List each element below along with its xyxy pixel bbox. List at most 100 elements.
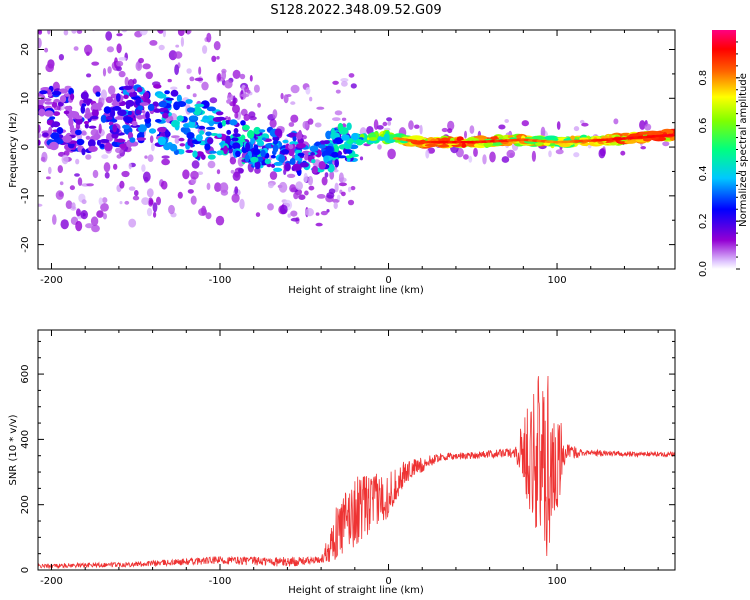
heatmap-cell — [149, 40, 158, 46]
heatmap-cell — [145, 111, 150, 120]
heatmap-cell — [141, 197, 150, 206]
heatmap-cell — [98, 197, 103, 206]
heatmap-cell — [325, 145, 333, 155]
heatmap-cell — [666, 133, 675, 137]
heatmap-cell — [108, 121, 114, 126]
heatmap-cell — [43, 12, 48, 22]
heatmap-cell — [202, 45, 208, 54]
snr-x-tick-label: -200 — [40, 576, 63, 587]
heatmap-cell — [116, 43, 122, 54]
heatmap-cell — [165, 97, 174, 101]
heatmap-cell — [51, 121, 61, 128]
heatmap-cell — [305, 208, 314, 217]
heatmap-cell — [639, 120, 646, 130]
heatmap-cell — [644, 123, 652, 131]
heatmap-cell — [334, 182, 339, 193]
heatmap-cell — [333, 169, 339, 173]
heatmap-cell — [531, 150, 537, 162]
heatmap-cell — [287, 213, 292, 218]
heatmap-cell — [205, 212, 212, 220]
heatmap-cell — [506, 149, 516, 158]
heatmap-cell — [81, 148, 86, 156]
colorbar-tick-label: 0.0 — [698, 261, 709, 277]
heatmap-cell — [158, 101, 167, 108]
heatmap-cell — [309, 96, 313, 102]
heatmap-cell — [288, 144, 294, 150]
heatmap-cell — [229, 119, 238, 126]
heatmap-cell — [131, 120, 138, 127]
heatmap-cell — [296, 142, 306, 149]
heatmap-cell — [408, 135, 425, 141]
heatmap-cell — [206, 32, 212, 43]
heatmap-cell — [147, 103, 155, 111]
heatmap-cell — [272, 109, 278, 119]
heatmap-cell — [185, 149, 194, 153]
heatmap-cell — [273, 167, 283, 172]
heatmap-cell — [38, 37, 42, 49]
heatmap-cell — [83, 12, 92, 20]
heatmap-cell — [311, 159, 316, 164]
heatmap-cell — [167, 78, 172, 83]
heatmap-cell — [335, 89, 341, 94]
heatmap-cell — [346, 157, 351, 162]
heatmap-cell — [46, 176, 51, 180]
heatmap-cell — [122, 85, 133, 91]
heatmap-cell — [256, 156, 263, 163]
heatmap-cell — [336, 194, 341, 201]
heatmap-cell — [489, 151, 496, 163]
heatmap-cell — [598, 148, 606, 159]
heatmap-cell — [107, 66, 112, 74]
heatmap-cell — [430, 138, 439, 142]
heatmap-cell — [298, 194, 306, 200]
heatmap-cell — [42, 132, 49, 137]
heatmap-cell — [132, 195, 140, 201]
heatmap-cell — [233, 127, 239, 134]
heatmap-cell — [289, 184, 297, 193]
heatmap-cell — [331, 151, 339, 158]
snr-x-axis-label: Height of straight line (km) — [288, 585, 424, 596]
heatmap-cell — [124, 200, 130, 205]
heatmap-cell — [369, 137, 378, 141]
heatmap-cell — [314, 122, 322, 128]
heatmap-cell — [658, 136, 665, 142]
heatmap-cell — [80, 210, 88, 220]
heatmap-cell — [316, 194, 326, 199]
heatmap-cell — [570, 135, 575, 141]
heatmap-cell — [556, 121, 561, 130]
heatmap-cell — [192, 106, 202, 116]
heatmap-cell — [111, 106, 122, 111]
heatmap-cell — [214, 182, 222, 193]
heatmap-cell — [53, 98, 61, 103]
heatmap-cell — [40, 156, 46, 162]
heatmap-cell — [279, 204, 288, 215]
heatmap-cell — [257, 102, 261, 108]
heatmap-cell — [662, 141, 670, 147]
heatmap-x-tick-label: 0 — [385, 275, 391, 286]
heatmap-cell — [204, 143, 211, 151]
heatmap-cell — [338, 182, 347, 187]
heatmap-cell — [103, 162, 111, 173]
heatmap-cell — [70, 93, 75, 101]
heatmap-cell — [332, 80, 339, 85]
heatmap-cell — [573, 152, 580, 158]
heatmap-cell — [447, 128, 453, 134]
heatmap-cell — [98, 123, 102, 134]
heatmap-cell — [91, 61, 100, 66]
heatmap-cell — [63, 110, 70, 115]
heatmap-cell — [38, 124, 41, 134]
heatmap-cell — [102, 67, 107, 77]
heatmap-cell — [326, 209, 330, 213]
heatmap-cell — [149, 135, 154, 144]
heatmap-x-tick-label: -100 — [209, 275, 232, 286]
heatmap-cell — [112, 124, 117, 133]
heatmap-cell — [624, 140, 637, 144]
heatmap-cell — [164, 90, 170, 95]
heatmap-y-tick-label: 0 — [20, 144, 31, 150]
heatmap-y-tick-label: -20 — [20, 236, 31, 252]
heatmap-cell — [139, 102, 149, 106]
heatmap-cell — [355, 139, 363, 146]
heatmap-cell — [41, 94, 46, 104]
heatmap-cell — [57, 165, 63, 174]
heatmap-cell — [441, 127, 448, 133]
heatmap-cell — [220, 189, 229, 196]
